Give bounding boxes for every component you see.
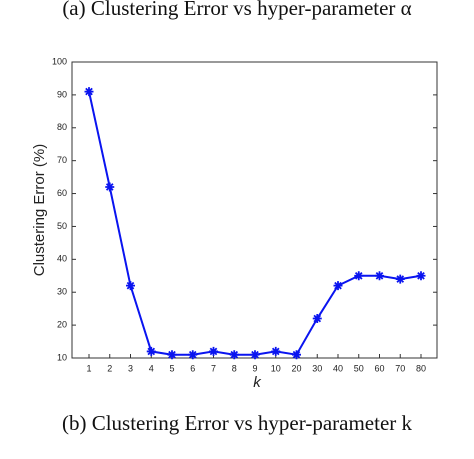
y-tick-label: 80 (57, 122, 67, 132)
chart-title: (b) Clustering Error vs hyper-parameter … (62, 411, 413, 435)
y-tick-label: 30 (57, 287, 67, 297)
x-tick-label: 20 (291, 363, 301, 373)
plot-frame (71, 61, 438, 359)
x-tick-label: 8 (232, 363, 237, 373)
x-tick-label: 4 (149, 363, 154, 373)
marker (209, 346, 218, 356)
y-tick-label: 50 (57, 221, 67, 231)
x-tick-label: 10 (271, 363, 281, 373)
y-tick-label: 40 (57, 254, 67, 264)
x-tick-label: 2 (107, 363, 112, 373)
marker (312, 314, 322, 324)
y-tick-label: 60 (57, 188, 67, 198)
x-tick-label: 40 (333, 363, 343, 373)
marker (167, 350, 177, 360)
x-tick-label: 30 (312, 363, 322, 373)
y-tick-label: 100 (52, 56, 67, 66)
marker (188, 350, 198, 360)
marker (271, 346, 281, 356)
x-tick-label: 9 (252, 363, 257, 373)
marker (84, 87, 94, 97)
marker (375, 271, 384, 281)
marker (146, 346, 156, 356)
x-axis-label: k (253, 374, 262, 391)
x-tick-label: 60 (374, 363, 384, 373)
y-tick-label: 20 (57, 319, 67, 329)
marker (105, 182, 115, 192)
marker (292, 350, 301, 360)
x-tick-label: 1 (86, 363, 91, 373)
marker (395, 274, 405, 284)
x-tick-label: 5 (169, 363, 174, 373)
x-tick-label: 50 (354, 363, 364, 373)
x-tick-label: 70 (395, 363, 405, 373)
marker (126, 281, 135, 291)
caption-above: (a) Clustering Error vs hyper-parameter … (62, 0, 411, 20)
marker (250, 350, 260, 360)
marker (229, 350, 239, 360)
x-tick-label: 3 (128, 363, 133, 373)
x-tick-label: 6 (190, 363, 195, 373)
y-axis-label: Clustering Error (%) (31, 144, 48, 277)
y-tick-label: 90 (57, 89, 67, 99)
x-tick-label: 7 (211, 363, 216, 373)
line (88, 91, 422, 356)
marker (354, 271, 364, 281)
marker (416, 271, 426, 281)
x-tick-label: 80 (416, 363, 426, 373)
marker (333, 281, 343, 291)
y-tick-label: 10 (57, 352, 67, 362)
y-tick-label: 70 (57, 155, 67, 165)
